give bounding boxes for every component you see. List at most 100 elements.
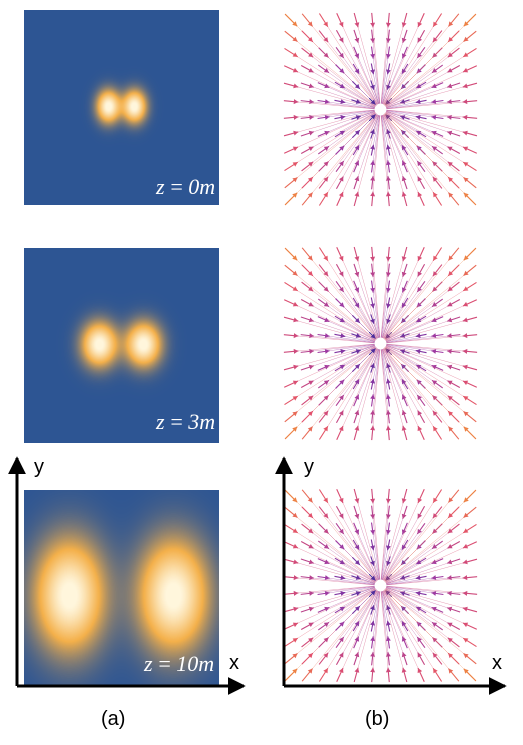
field-arrow [381,522,391,580]
field-arrow [370,63,380,104]
field-arrow [370,314,379,338]
field-arrow [380,246,391,338]
field-arrow [385,112,477,172]
field-arrow [380,591,391,666]
field-arrow [301,589,377,682]
field-arrow [301,588,376,648]
field-arrow [386,575,461,586]
field-arrow [353,12,380,104]
field-arrow [370,115,380,173]
field-arrow [283,558,375,585]
field-arrow [370,297,380,338]
field-arrow [385,298,461,341]
field-arrow [283,316,375,343]
field-arrow [380,349,391,441]
field-arrow [383,264,443,339]
field-arrow [334,99,375,109]
field-arrow [334,110,375,120]
field-arrow [317,82,376,108]
field-arrow [370,80,379,104]
field-arrow [370,115,380,156]
field-arrow [317,345,376,371]
field-arrow [318,247,378,339]
field-arrow [386,575,444,585]
field-arrow [336,590,379,682]
field-arrow [386,316,478,343]
field-arrow [380,29,391,104]
field-arrow [385,47,477,107]
field-arrow [353,348,379,407]
field-arrow [283,575,375,586]
field-arrow [317,64,376,107]
field-arrow [383,590,409,632]
field-arrow [385,523,477,583]
field-arrow [300,585,375,596]
field-arrow [317,316,376,342]
field-arrow [383,114,426,190]
field-arrow [385,299,477,342]
field-arrow [384,489,460,582]
field-arrow [381,115,391,156]
field-arrow [283,110,375,137]
field-arrow [284,264,377,340]
field-arrow [336,114,379,206]
field-arrow [283,99,375,110]
field-arrow [381,349,408,441]
field-arrow [382,489,425,581]
field-arrow [383,522,426,581]
field-arrow [386,343,461,354]
field-arrow [385,345,444,371]
field-arrow [335,522,378,581]
field-arrow [384,247,477,340]
field-arrow [381,12,408,104]
field-arrow [385,345,477,388]
field-arrow [385,81,427,107]
field-arrow [353,591,380,683]
field-arrow [318,264,378,339]
field-arrow [370,29,381,104]
field-arrow [370,591,380,632]
field-arrow [384,113,477,206]
field-arrow [383,13,443,105]
field-arrow [283,344,375,371]
field-arrow [386,586,478,613]
field-arrow [386,82,478,109]
field-arrow [385,65,477,108]
field-arrow [351,333,375,342]
intensity-map-z3 [24,248,219,443]
field-arrow [382,29,408,104]
field-arrow [317,586,375,596]
field-arrow [386,558,461,584]
field-arrow [384,247,460,340]
field-arrow [385,541,477,584]
field-arrow [385,64,461,107]
field-arrow [370,591,381,683]
field-arrow [335,505,378,581]
field-arrow [301,247,377,340]
field-arrow [383,348,443,423]
field-arrow [383,590,426,666]
field-arrow [301,113,377,206]
field-arrow [386,333,478,344]
axis-a-y-label: y [34,456,44,478]
field-arrow [284,346,376,406]
field-arrow [370,349,381,424]
field-arrow [370,556,379,580]
field-arrow [380,488,391,580]
field-arrow [386,575,427,585]
field-arrow [385,540,461,583]
field-arrow [385,587,444,613]
field-arrow [385,588,461,631]
field-arrow [385,47,460,107]
field-arrow [386,111,461,137]
field-arrow [384,113,477,189]
field-arrow [368,113,377,122]
field-arrow [370,46,380,104]
field-arrow [318,13,378,105]
field-arrow [284,587,376,630]
field-arrow [370,349,379,373]
field-arrow [335,29,378,105]
field-arrow [370,115,381,190]
field-arrow [381,591,408,683]
field-arrow [381,591,391,649]
